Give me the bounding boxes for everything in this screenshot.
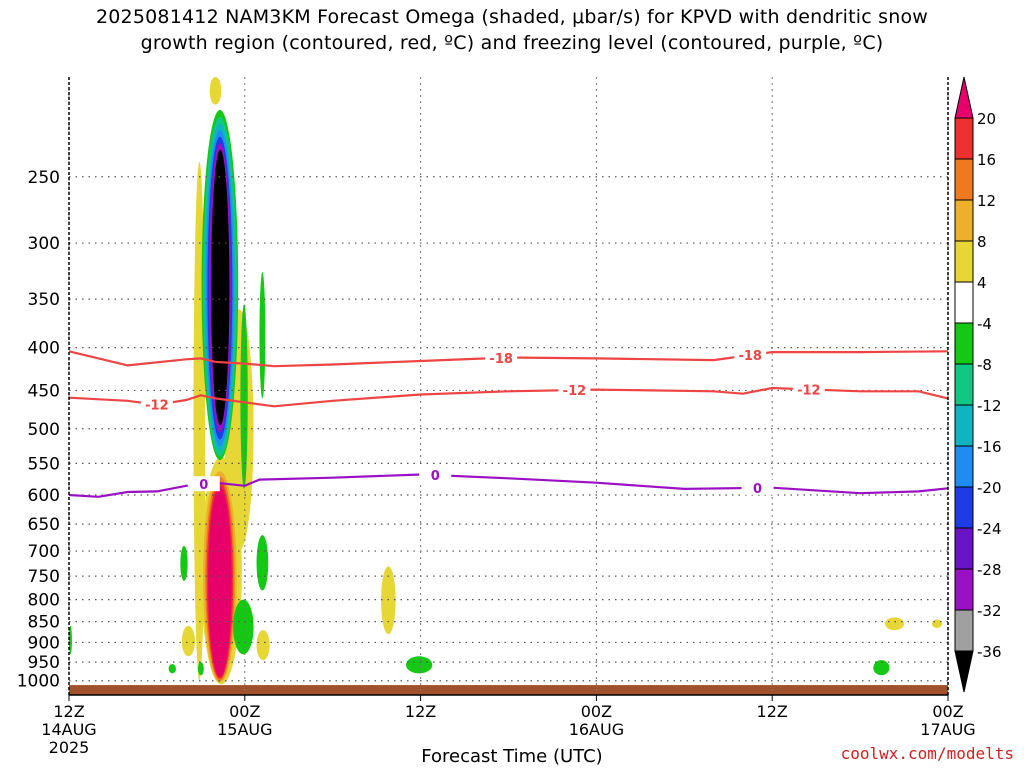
colorbar-tick-label: -8 (977, 356, 992, 374)
omega-area-negative (240, 304, 248, 489)
y-tick-label: 850 (28, 613, 60, 633)
contour-label-background (558, 382, 591, 398)
colorbar-tick-label: -20 (977, 479, 1002, 497)
omega-area-positive (181, 625, 195, 657)
colorbar-tick-label: 4 (977, 274, 987, 292)
contour-label-background (187, 476, 220, 492)
colorbar-swatch (954, 199, 974, 242)
colorbar-swatch (954, 363, 974, 406)
omega-area-negative (405, 656, 433, 674)
chart-title-line-2: growth region (contoured, red, ºC) and f… (140, 32, 884, 54)
contour-label-background (419, 467, 452, 483)
y-tick-label: 600 (28, 486, 60, 506)
y-tick-label: 450 (28, 381, 60, 401)
colorbar-swatch (954, 609, 974, 652)
contour-label: 0 (753, 482, 762, 497)
colorbar-swatch (954, 404, 974, 447)
x-axis-title: Forecast Time (UTC) (421, 746, 603, 767)
colorbar-tick-label: 12 (977, 192, 996, 210)
y-tick-label: 550 (28, 454, 60, 474)
omega-area-negative (259, 272, 266, 399)
x-tick-label: 12Z (405, 702, 436, 721)
colorbar-swatch (954, 527, 974, 570)
y-tick-label: 650 (28, 515, 60, 535)
colorbar-tick-label: -32 (977, 602, 1002, 620)
omega-area-negative (256, 535, 269, 591)
x-tick-label: 00Z (581, 702, 612, 721)
watermark: coolwx.com/modelts (840, 744, 1014, 763)
contour-label: 0 (199, 478, 208, 493)
ground-surface-fill (69, 685, 948, 695)
omega-area-negative (211, 149, 230, 426)
omega-area-negative (168, 664, 176, 674)
colorbar-tick-label: 20 (977, 110, 996, 128)
omega-area-positive (209, 77, 222, 105)
y-tick-label: 950 (28, 653, 60, 673)
colorbar-swatch (954, 322, 974, 365)
colorbar-tick-label: -4 (977, 315, 992, 333)
omega-area-positive (885, 617, 905, 631)
contour-label: -18 (489, 352, 513, 367)
chart-title-line-1: 2025081412 NAM3KM Forecast Omega (shaded… (95, 6, 929, 28)
contour-label-background (741, 479, 774, 495)
x-tick-label: 2025 (49, 738, 90, 757)
colorbar-swatch (954, 158, 974, 201)
omega-area-positive (208, 486, 232, 678)
x-tick-label: 17AUG (920, 720, 975, 739)
y-tick-label: 750 (28, 567, 60, 587)
colorbar-swatch (954, 281, 974, 324)
y-tick-label: 1000 (17, 672, 60, 692)
contour-label-background (485, 349, 518, 365)
omega-area-positive (256, 630, 270, 661)
y-tick-label: 500 (28, 420, 60, 440)
contour-label: -18 (738, 349, 762, 364)
colorbar-tick-label: -28 (977, 561, 1002, 579)
contour-label-background (140, 396, 173, 412)
omega-area-negative (180, 545, 188, 581)
omega-area-negative (197, 662, 204, 676)
contour-label-background (792, 381, 825, 397)
omega-area-positive (381, 566, 396, 635)
colorbar-tick-label: 8 (977, 233, 987, 251)
y-tick-label: 300 (28, 234, 60, 254)
colorbar-swatch (954, 486, 974, 529)
y-tick-label: 350 (28, 290, 60, 310)
colorbar-swatch (954, 117, 974, 160)
contour-label: 0 (431, 469, 440, 484)
y-tick-label: 800 (28, 591, 60, 611)
x-tick-label: 12Z (757, 702, 788, 721)
colorbar-swatch (954, 240, 974, 283)
contour-label: -12 (145, 399, 169, 414)
colorbar-swatch (954, 568, 974, 611)
contour-line (68, 386, 949, 408)
y-tick-label: 700 (28, 542, 60, 562)
x-tick-label: 12Z (53, 702, 84, 721)
colorbar-tick-label: -36 (977, 643, 1002, 661)
colorbar-tick-label: -12 (977, 397, 1002, 415)
contour-label: -12 (563, 384, 587, 399)
contour-label: -12 (797, 383, 821, 398)
colorbar-tick-label: 16 (977, 151, 996, 169)
colorbar-swatch (954, 445, 974, 488)
omega-area-negative (233, 599, 254, 655)
x-tick-label: 15AUG (217, 720, 272, 739)
contour-line (68, 473, 949, 498)
colorbar-top-triangle (954, 76, 974, 119)
contour-label-background (734, 347, 767, 363)
omega-area-negative (873, 660, 890, 676)
omega-area-positive (931, 619, 943, 629)
colorbar-bottom-triangle (954, 650, 974, 693)
y-tick-label: 250 (28, 168, 60, 188)
y-tick-label: 400 (28, 339, 60, 359)
x-tick-label: 14AUG (41, 720, 96, 739)
colorbar-tick-label: -16 (977, 438, 1002, 456)
colorbar-tick-label: -24 (977, 520, 1002, 538)
x-tick-label: 16AUG (569, 720, 624, 739)
x-tick-label: 00Z (932, 702, 963, 721)
y-tick-label: 900 (28, 633, 60, 653)
x-tick-label: 00Z (229, 702, 260, 721)
